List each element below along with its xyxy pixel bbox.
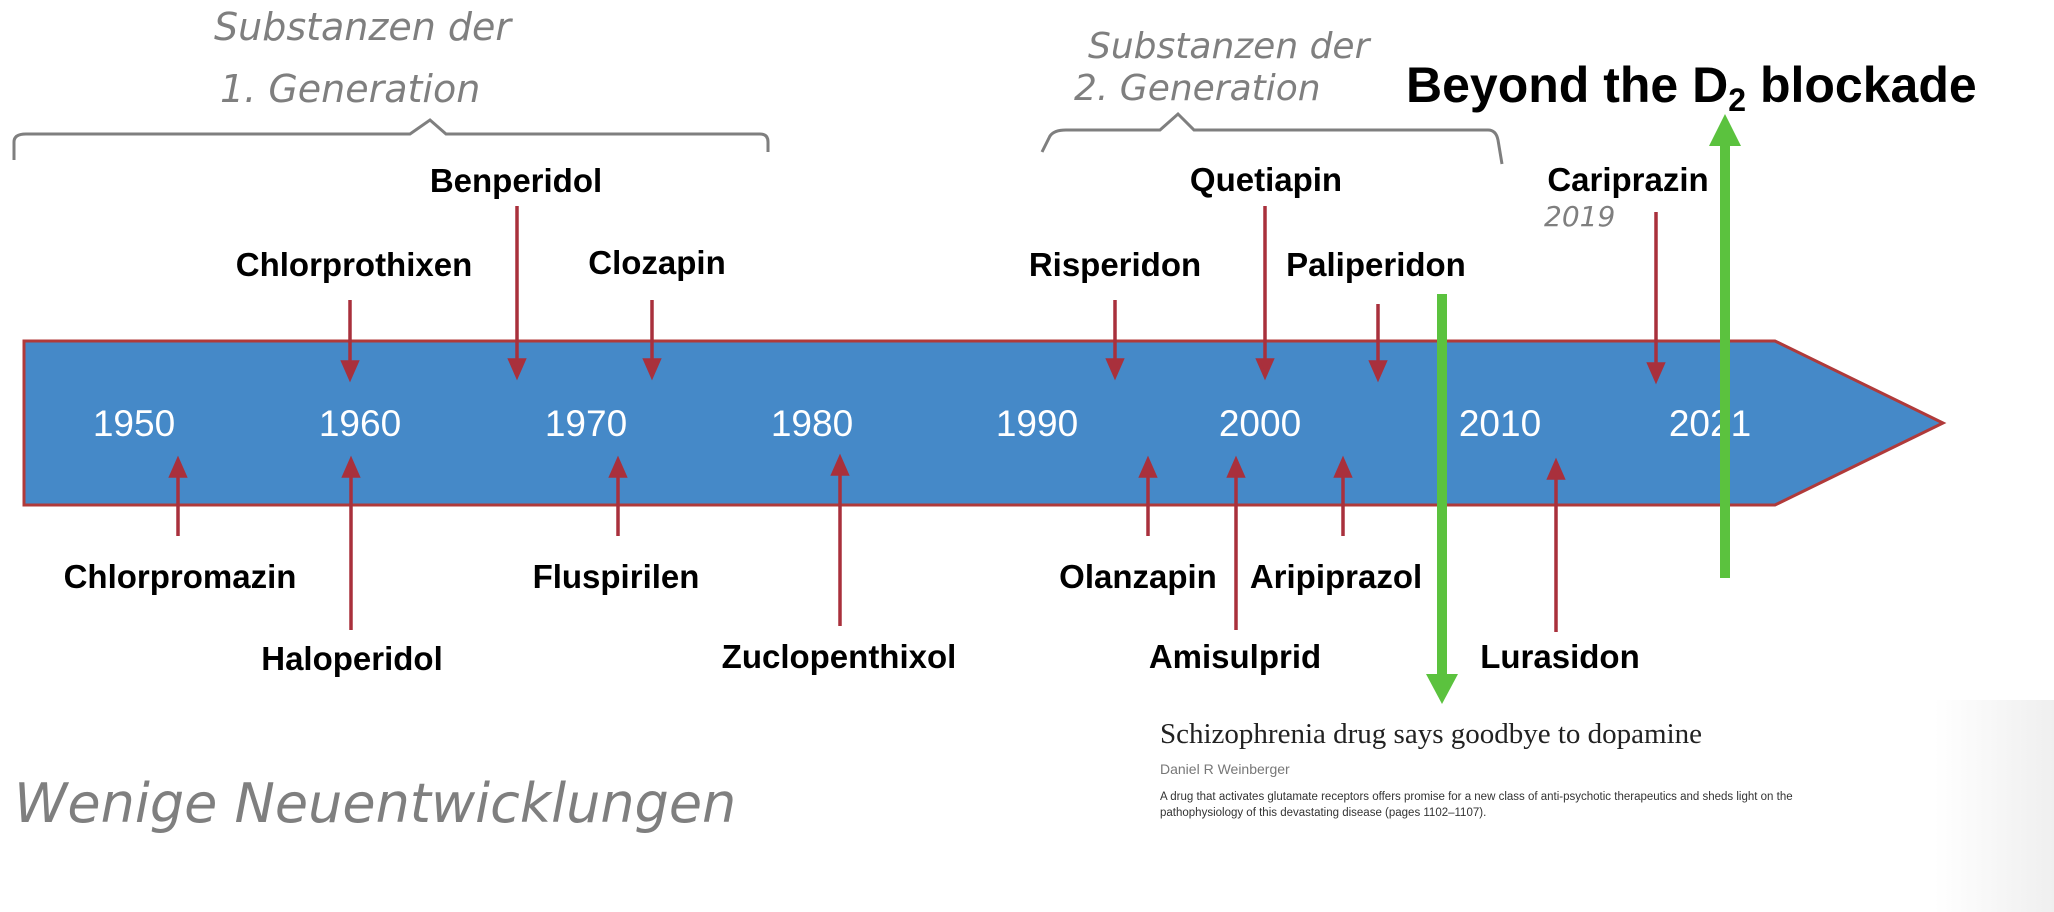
- article-abstract: A drug that activates glutamate receptor…: [1160, 791, 1793, 819]
- drug-label-below: Fluspirilen: [533, 558, 700, 595]
- year-label: 2010: [1459, 403, 1541, 444]
- drug-label-above: Risperidon: [1029, 246, 1201, 283]
- arrowhead-up-icon: [168, 455, 188, 478]
- drug-label-below: Lurasidon: [1480, 638, 1640, 675]
- arrowhead-up-icon: [1226, 455, 1246, 478]
- headline-subscript: 2: [1728, 82, 1747, 118]
- gen1-label-line2: 1. Generation: [220, 67, 480, 111]
- arrowhead-up-icon: [1138, 455, 1158, 478]
- article-author: Daniel R Weinberger: [1160, 761, 1290, 777]
- drug-label-below: Aripiprazol: [1250, 558, 1422, 595]
- arrowhead-down-icon: [507, 358, 527, 381]
- drug-label-below: Olanzapin: [1059, 558, 1217, 595]
- arrowhead-down-icon: [642, 358, 662, 381]
- arrowhead-up-icon: [830, 453, 850, 476]
- drug-label-above: Quetiapin: [1190, 161, 1342, 198]
- drug-label-below: Zuclopenthixol: [722, 638, 957, 675]
- headline-prefix: Beyond the D: [1406, 57, 1729, 113]
- arrowhead-up-icon: [341, 455, 361, 478]
- year-label: 1950: [93, 403, 175, 444]
- gen2-label-line2: 2. Generation: [1074, 68, 1321, 109]
- drug-label-below: Haloperidol: [261, 640, 443, 677]
- headline-suffix: blockade: [1746, 57, 1977, 113]
- arrowhead-down-icon: [1646, 362, 1666, 385]
- timeline-band: [22, 339, 1947, 507]
- arrowhead-up-icon: [1333, 455, 1353, 478]
- cariprazin-year: 2019: [1544, 200, 1615, 233]
- arrowhead-up-icon: [1546, 457, 1566, 480]
- drug-label-above: Benperidol: [430, 162, 602, 199]
- arrowhead-down-icon: [1255, 358, 1275, 381]
- drug-label-below: Amisulprid: [1149, 638, 1321, 675]
- gen1-brace: [12, 118, 770, 160]
- year-label: 1960: [319, 403, 401, 444]
- drug-label-above: Clozapin: [588, 244, 726, 281]
- drug-label-above: Chlorprothixen: [236, 246, 473, 283]
- article-title: Schizophrenia drug says goodbye to dopam…: [1160, 718, 1703, 750]
- green-arrowhead-up-icon: [1709, 114, 1741, 146]
- year-label: 1990: [996, 403, 1078, 444]
- green-arrowhead-down-icon: [1426, 674, 1458, 704]
- gen1-label-line1: Substanzen der: [214, 5, 513, 49]
- arrowhead-down-icon: [1105, 358, 1125, 381]
- year-label: 1970: [545, 403, 627, 444]
- gen2-brace: [1040, 111, 1504, 165]
- gen2-label-line1: Substanzen der: [1088, 26, 1372, 67]
- bottom-note: Wenige Neuentwicklungen: [14, 772, 736, 835]
- arrowhead-down-icon: [1368, 360, 1388, 383]
- drug-label-above: Paliperidon: [1286, 246, 1466, 283]
- year-label: 1980: [771, 403, 853, 444]
- arrowhead-down-icon: [340, 360, 360, 383]
- drug-label-above: Cariprazin: [1547, 161, 1708, 198]
- year-label: 2021: [1669, 403, 1751, 444]
- arrowhead-up-icon: [608, 455, 628, 478]
- corner-shade: [1934, 700, 2054, 912]
- drug-label-below: Chlorpromazin: [64, 558, 297, 595]
- headline: Beyond the D2 blockade: [1406, 56, 1977, 119]
- article-clipping: Schizophrenia drug says goodbye to dopam…: [1160, 718, 1860, 821]
- year-label: 2000: [1219, 403, 1301, 444]
